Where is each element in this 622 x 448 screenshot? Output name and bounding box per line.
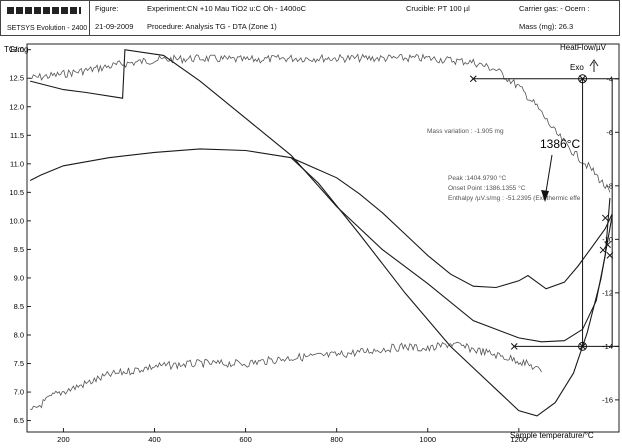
y-left-tick-label: 9.0 — [14, 273, 24, 282]
crucible-label: Crucible: PT 100 µl — [406, 4, 470, 13]
x-tick-label: 200 — [57, 435, 70, 444]
series-line-3 — [29, 148, 613, 290]
y-axis-right-label: HeatFlow/µV — [560, 43, 607, 52]
logo-bar-graphic — [7, 7, 81, 14]
cross-marker — [599, 246, 607, 254]
series-line-5 — [30, 341, 542, 410]
experiment-label: Experiment:CN +10 Mau TiO2 u:C Oh - 1400… — [147, 4, 307, 13]
y-left-tick-label: 8.0 — [14, 331, 24, 340]
y-left-tick-label: 11.5 — [10, 131, 24, 140]
setsys-logo: SETSYS Evolution - 2400 — [1, 1, 90, 35]
y-left-tick-label: 12.5 — [9, 74, 24, 83]
x-tick-label: 600 — [239, 435, 252, 444]
guide-lines — [473, 78, 619, 347]
y-right-tick-label: -8 — [606, 181, 613, 190]
x-axis-label: Sample temperature/°C — [510, 431, 594, 440]
y-left-tick-label: 11.0 — [10, 159, 24, 168]
date-label: 21-09-2009 — [95, 22, 134, 31]
marker-layer — [469, 74, 614, 351]
y-right-tick-label: -12 — [602, 288, 613, 297]
carrier-gas-label: Carrier gas: - Ocern : — [519, 4, 590, 13]
x-tick-label: 1200 — [510, 435, 527, 444]
peak-annotation: Peak :1404.9790 °C — [448, 174, 507, 182]
tick-labels: 200 400 600 800 1000 1200 6.5 7.0 7.5 8.0 8.5 9.0 9.… — [9, 45, 613, 444]
cross-marker — [579, 75, 586, 83]
y-right-tick-label: -16 — [602, 395, 613, 404]
series-line-4 — [290, 157, 613, 417]
y-left-tick-label: 10.0 — [9, 216, 24, 225]
axis-ticks — [27, 49, 619, 432]
circle-marker — [578, 74, 588, 84]
procedure-label: Procedure: Analysis TG - DTA (Zone 1) — [147, 22, 277, 31]
x-tick-label: 400 — [148, 435, 161, 444]
mass-label: Mass (mg): 26.3 — [519, 22, 574, 31]
y-left-tick-label: 10.5 — [9, 188, 24, 197]
cross-marker — [604, 241, 611, 249]
x-tick-label: 800 — [330, 435, 343, 444]
y-right-tick-label: -4 — [606, 74, 613, 83]
enthalpy-annotation: Enthalpy /µV.s/mg : -51.2395 (Exothermic… — [448, 195, 581, 202]
y-left-tick-label: 13.0 — [9, 45, 24, 54]
y-left-tick-label: 8.5 — [14, 302, 24, 311]
y-right-tick-label: -6 — [606, 128, 613, 137]
series-line-1 — [30, 53, 611, 193]
plot-frame — [26, 43, 620, 433]
y-left-tick-label: 7.5 — [14, 359, 24, 368]
y-right-tick-label: -10 — [602, 235, 613, 244]
logo-text: SETSYS Evolution - 2400 — [7, 25, 88, 32]
y-axis-left-label: TG/mg — [4, 45, 28, 54]
cross-marker — [579, 343, 586, 350]
cross-marker — [606, 252, 614, 259]
series-layer — [29, 49, 613, 417]
y-left-tick-label: 6.5 — [14, 416, 24, 425]
circle-marker — [578, 341, 588, 351]
y-left-tick-label: 7.0 — [14, 388, 24, 397]
cross-marker — [510, 343, 518, 350]
temperature-callout: 1386°C — [540, 137, 580, 151]
series-line-2 — [30, 49, 611, 343]
cross-marker — [601, 214, 609, 222]
exo-arrow-icon — [589, 59, 599, 72]
exo-label: Exo — [570, 63, 584, 72]
onset-annotation: Onset Point :1386.1355 °C — [448, 184, 526, 192]
y-left-tick-label: 12.0 — [9, 102, 24, 111]
mass-variation-annotation: Mass variation : -1.905 mg — [427, 128, 504, 135]
callout-arrow-icon — [541, 154, 553, 202]
chart-header: SETSYS Evolution - 2400 Figure: 21-09-20… — [0, 0, 620, 36]
figure-label: Figure: — [95, 4, 119, 13]
y-right-tick-label: -14 — [602, 342, 613, 351]
cross-marker — [469, 75, 477, 83]
y-left-tick-label: 9.5 — [14, 245, 24, 254]
x-tick-label: 1000 — [419, 435, 436, 444]
